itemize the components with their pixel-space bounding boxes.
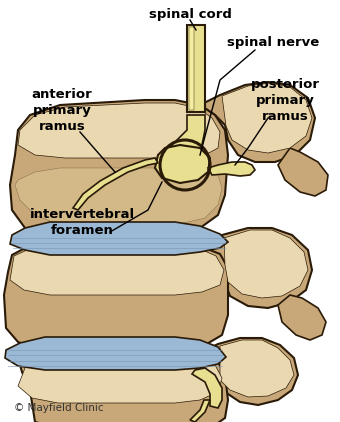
Polygon shape: [162, 115, 205, 168]
Polygon shape: [10, 222, 228, 255]
Text: spinal nerve: spinal nerve: [227, 35, 319, 49]
Polygon shape: [200, 228, 312, 308]
Polygon shape: [5, 337, 226, 370]
Polygon shape: [10, 100, 228, 235]
Polygon shape: [208, 162, 255, 176]
Polygon shape: [200, 82, 315, 162]
Polygon shape: [189, 27, 194, 110]
Polygon shape: [4, 242, 228, 350]
Polygon shape: [18, 103, 220, 158]
Polygon shape: [222, 83, 312, 153]
Polygon shape: [20, 350, 228, 422]
Polygon shape: [278, 148, 328, 196]
Polygon shape: [155, 145, 210, 183]
Polygon shape: [190, 400, 210, 422]
Polygon shape: [73, 158, 158, 210]
Text: posterior
primary
ramus: posterior primary ramus: [251, 78, 320, 122]
Polygon shape: [10, 244, 224, 295]
Polygon shape: [220, 340, 294, 397]
Text: intervertebral
foramen: intervertebral foramen: [30, 208, 135, 236]
Polygon shape: [198, 338, 298, 405]
Text: © Mayfield Clinic: © Mayfield Clinic: [14, 403, 104, 413]
Polygon shape: [192, 368, 222, 408]
Text: anterior
primary
ramus: anterior primary ramus: [32, 87, 92, 133]
Polygon shape: [278, 295, 326, 340]
Polygon shape: [15, 168, 222, 225]
Text: spinal cord: spinal cord: [149, 8, 232, 21]
Polygon shape: [224, 230, 308, 298]
Polygon shape: [187, 25, 205, 112]
Polygon shape: [18, 352, 222, 403]
